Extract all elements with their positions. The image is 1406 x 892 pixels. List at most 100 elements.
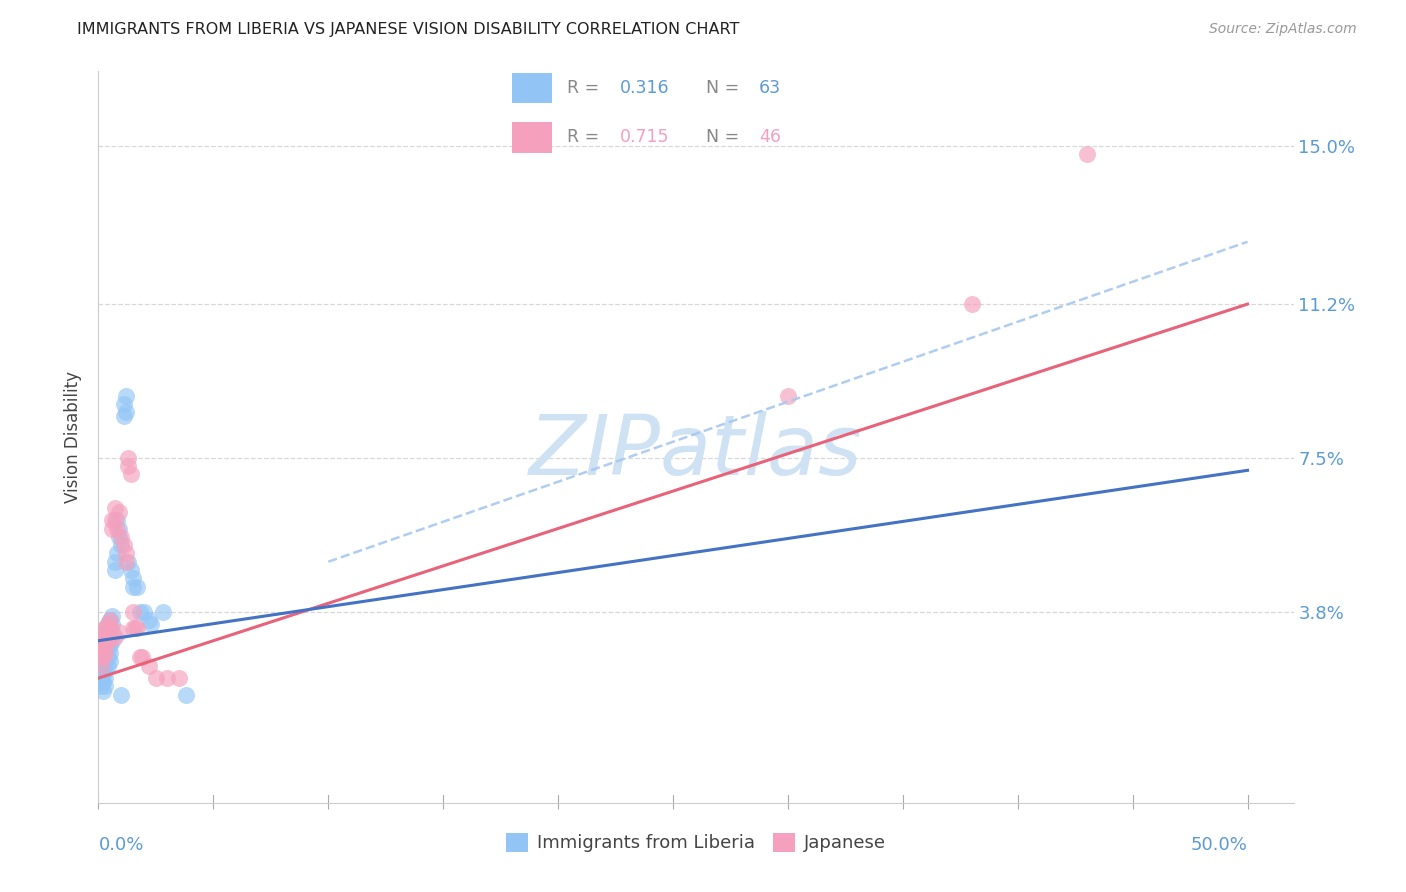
Text: Source: ZipAtlas.com: Source: ZipAtlas.com [1209, 22, 1357, 37]
Point [90, 663, 112, 677]
Point [960, 297, 983, 311]
Point [90, 650, 112, 665]
Bar [512, 122, 551, 153]
Point [90, 646, 112, 660]
Point [115, 546, 138, 560]
Point [90, 638, 112, 652]
Point [105, 521, 128, 535]
Point [91, 625, 114, 640]
Point [98, 638, 121, 652]
Point [97, 650, 120, 665]
Point [110, 688, 132, 702]
Point [120, 467, 142, 482]
Point [94, 646, 117, 660]
Point [145, 671, 167, 685]
Point [101, 617, 124, 632]
Point [90, 671, 112, 685]
Point [138, 613, 160, 627]
Point [108, 521, 131, 535]
Point [112, 397, 135, 411]
Point [105, 546, 128, 560]
Text: R =: R = [567, 79, 605, 97]
Point [101, 633, 124, 648]
Point [128, 605, 150, 619]
Text: R =: R = [567, 128, 605, 146]
Point [91, 633, 114, 648]
Point [115, 388, 138, 402]
Point [98, 613, 121, 627]
Point [103, 555, 125, 569]
Point [101, 625, 124, 640]
Point [94, 671, 117, 685]
Point [122, 621, 145, 635]
Point [97, 658, 120, 673]
Point [120, 563, 142, 577]
Point [1076, 147, 1098, 161]
Point [98, 655, 121, 669]
Point [98, 630, 121, 644]
Point [91, 667, 114, 681]
Point [90, 658, 112, 673]
Point [94, 680, 117, 694]
Y-axis label: Vision Disability: Vision Disability [63, 371, 82, 503]
Point [97, 642, 120, 657]
Point [127, 580, 149, 594]
Point [110, 530, 132, 544]
Point [128, 650, 150, 665]
Point [127, 621, 149, 635]
Point [97, 625, 120, 640]
Point [97, 625, 120, 640]
Point [141, 617, 163, 632]
Point [90, 633, 112, 648]
Point [117, 459, 139, 474]
Point [90, 642, 112, 657]
Point [117, 555, 139, 569]
Point [122, 580, 145, 594]
Point [108, 530, 131, 544]
Point [103, 513, 125, 527]
Point [152, 605, 174, 619]
Point [122, 571, 145, 585]
Point [90, 680, 112, 694]
Point [91, 642, 114, 657]
Point [98, 646, 121, 660]
Point [110, 538, 132, 552]
Point [98, 621, 121, 635]
Point [91, 683, 114, 698]
Point [117, 450, 139, 465]
Point [122, 605, 145, 619]
Point [103, 500, 125, 515]
Legend: Immigrants from Liberia, Japanese: Immigrants from Liberia, Japanese [499, 826, 893, 860]
Text: 46: 46 [759, 128, 780, 146]
Point [90, 650, 112, 665]
Point [101, 521, 124, 535]
Point [138, 658, 160, 673]
Point [112, 409, 135, 424]
Point [94, 638, 117, 652]
Text: N =: N = [706, 79, 745, 97]
Text: N =: N = [706, 128, 745, 146]
Point [91, 650, 114, 665]
Point [108, 505, 131, 519]
Point [94, 663, 117, 677]
Point [776, 388, 799, 402]
Point [91, 642, 114, 657]
Point [94, 646, 117, 660]
Text: 0.715: 0.715 [620, 128, 669, 146]
Point [115, 555, 138, 569]
Point [94, 638, 117, 652]
Point [115, 405, 138, 419]
Point [91, 650, 114, 665]
Point [103, 630, 125, 644]
Point [134, 605, 156, 619]
Point [94, 630, 117, 644]
Point [156, 671, 179, 685]
Point [105, 513, 128, 527]
Text: 0.316: 0.316 [620, 79, 669, 97]
Point [97, 633, 120, 648]
Point [97, 617, 120, 632]
Point [101, 608, 124, 623]
Text: 63: 63 [759, 79, 782, 97]
Point [101, 513, 124, 527]
Point [90, 658, 112, 673]
